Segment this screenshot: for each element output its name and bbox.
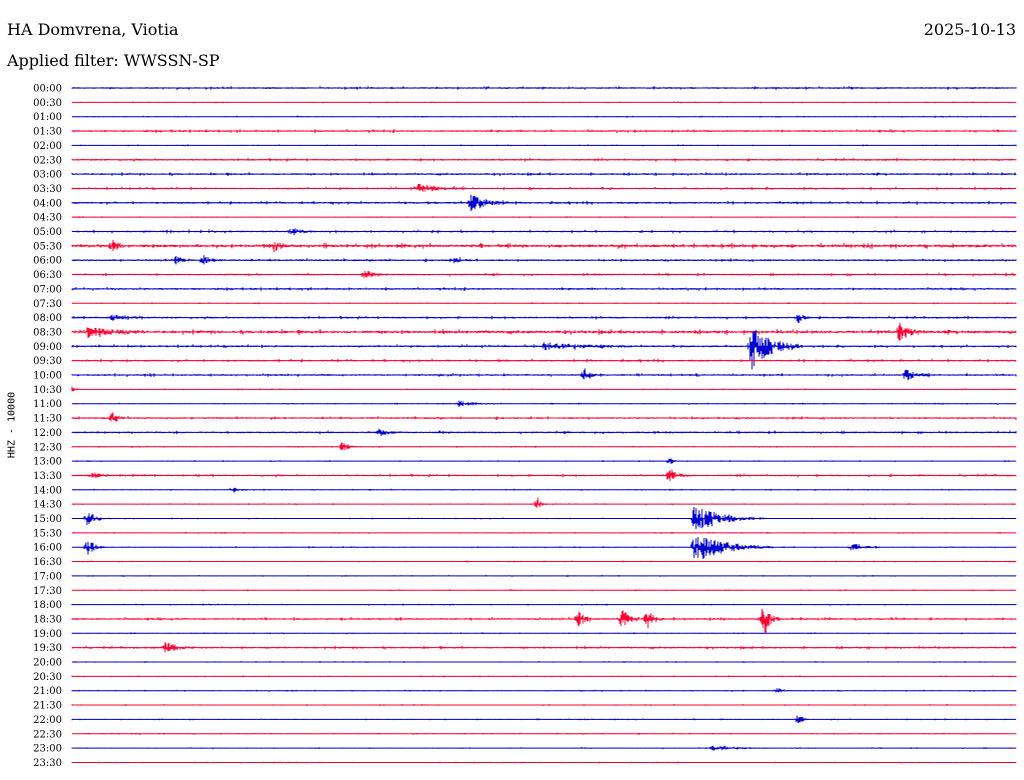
- time-tick-label: 20:30: [33, 672, 62, 683]
- seismogram-traces: [71, 86, 1017, 764]
- trace-row-0330: [71, 184, 1017, 192]
- time-tick-label: 09:00: [33, 342, 62, 353]
- time-tick-label: 15:30: [33, 528, 62, 539]
- time-tick-label: 01:00: [33, 112, 62, 123]
- station-title: HA Domvrena, Viotia: [7, 20, 179, 39]
- time-tick-label: 14:00: [33, 485, 62, 496]
- time-tick-label: 08:00: [33, 313, 62, 324]
- time-tick-label: 16:00: [33, 543, 62, 554]
- time-tick-label: 05:30: [33, 241, 62, 252]
- time-tick-label: 19:00: [33, 629, 62, 640]
- trace-row-1130: [71, 412, 1017, 422]
- time-tick-label: 04:30: [33, 213, 62, 224]
- time-tick-label: 17:30: [33, 586, 62, 597]
- trace-row-1600: [71, 537, 1017, 559]
- time-tick-label: 03:30: [33, 184, 62, 195]
- time-tick-label: 10:00: [33, 371, 62, 382]
- time-tick-label: 11:00: [33, 399, 62, 410]
- time-tick-label: 02:00: [33, 141, 62, 152]
- time-tick-label: 22:00: [33, 715, 62, 726]
- time-tick-label: 06:00: [33, 256, 62, 267]
- record-date: 2025-10-13: [923, 20, 1016, 39]
- time-tick-label: 20:00: [33, 658, 62, 669]
- time-tick-label: 09:30: [33, 356, 62, 367]
- time-tick-labels: 00:00 00:30 01:00 01:30 02:00 02:30 03:00 03:30…: [33, 84, 62, 769]
- time-tick-label: 04:00: [33, 198, 62, 209]
- time-tick-label: 07:00: [33, 284, 62, 295]
- time-tick-label: 00:30: [33, 98, 62, 109]
- time-tick-label: 19:30: [33, 643, 62, 654]
- time-tick-label: 14:30: [33, 500, 62, 511]
- time-tick-label: 13:00: [33, 457, 62, 468]
- time-tick-label: 22:30: [33, 729, 62, 740]
- time-tick-label: 03:00: [33, 170, 62, 181]
- time-tick-label: 02:30: [33, 155, 62, 166]
- time-tick-label: 11:30: [33, 414, 62, 425]
- time-tick-label: 05:00: [33, 227, 62, 238]
- time-tick-label: 01:30: [33, 127, 62, 138]
- time-tick-label: 18:30: [33, 614, 62, 625]
- time-tick-label: 23:30: [33, 758, 62, 769]
- time-tick-label: 15:00: [33, 514, 62, 525]
- time-tick-label: 21:00: [33, 686, 62, 697]
- trace-row-0900: [71, 329, 1017, 370]
- time-tick-label: 12:00: [33, 428, 62, 439]
- trace-row-0800: [71, 315, 1017, 323]
- time-tick-label: 00:00: [33, 84, 62, 95]
- trace-row-1830: [71, 608, 1017, 634]
- time-tick-label: 07:30: [33, 299, 62, 310]
- trace-row-1500: [71, 506, 1017, 529]
- time-tick-label: 06:30: [33, 270, 62, 281]
- time-tick-label: 08:30: [33, 327, 62, 338]
- trace-row-1000: [71, 368, 1017, 381]
- time-tick-label: 18:00: [33, 600, 62, 611]
- time-tick-label: 21:30: [33, 701, 62, 712]
- trace-row-1430: [71, 497, 1017, 508]
- time-tick-label: 12:30: [33, 442, 62, 453]
- time-tick-label: 23:00: [33, 744, 62, 755]
- time-tick-label: 17:00: [33, 571, 62, 582]
- filter-label: Applied filter: WWSSN-SP: [7, 51, 220, 70]
- time-tick-label: 16:30: [33, 557, 62, 568]
- time-tick-label: 10:30: [33, 385, 62, 396]
- time-tick-label: 13:30: [33, 471, 62, 482]
